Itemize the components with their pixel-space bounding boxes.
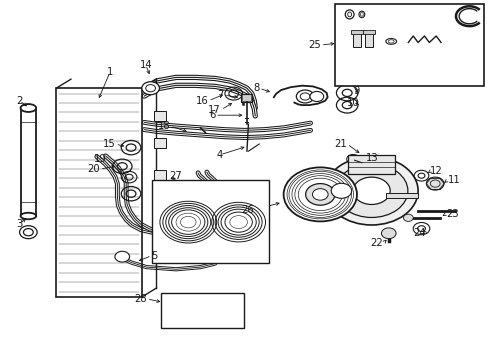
Text: 13: 13 [365,153,378,163]
Circle shape [296,90,313,103]
Bar [154,111,166,121]
Bar [350,30,362,34]
Bar [365,32,372,47]
Text: 8: 8 [252,83,259,93]
Bar [161,293,244,328]
Circle shape [283,167,356,221]
Text: 6: 6 [208,110,215,120]
Text: 26: 26 [241,204,254,215]
Text: 4: 4 [217,150,223,160]
Text: 12: 12 [429,166,442,176]
Circle shape [352,177,389,204]
Text: 10: 10 [346,98,359,108]
Bar [20,108,36,216]
Bar [241,94,251,102]
Text: 2: 2 [16,96,23,106]
Circle shape [403,214,412,221]
Text: 7: 7 [217,90,224,100]
Circle shape [142,82,159,95]
Circle shape [381,228,395,239]
Ellipse shape [20,104,36,112]
Bar [363,30,374,34]
Text: 19: 19 [94,154,106,164]
Text: 11: 11 [447,175,460,185]
Text: 15: 15 [102,139,115,149]
Bar [154,251,166,261]
Bar [347,155,394,174]
Text: 27: 27 [169,171,182,181]
Bar [385,193,417,198]
Text: 23: 23 [445,209,458,219]
Text: 16: 16 [195,96,208,106]
Circle shape [426,177,443,190]
Circle shape [305,184,334,205]
Text: 3: 3 [17,219,22,229]
Text: 25: 25 [307,40,320,50]
Text: 18: 18 [157,121,170,131]
Bar [352,32,360,47]
Bar [154,201,166,211]
Circle shape [309,91,323,102]
Text: 20: 20 [87,164,100,174]
Bar [334,4,483,86]
Text: 24: 24 [412,228,425,238]
Bar [154,226,166,236]
Circle shape [335,164,407,217]
Circle shape [325,157,417,225]
Text: 1: 1 [106,67,113,77]
Circle shape [330,183,351,198]
Bar [56,88,142,297]
Bar [151,180,268,263]
Text: 22: 22 [370,238,383,248]
Text: 28: 28 [134,294,146,304]
Bar [154,138,166,148]
Bar [154,170,166,180]
Text: 14: 14 [139,60,152,70]
Circle shape [312,189,327,200]
Circle shape [115,251,129,262]
Bar [242,94,250,101]
Text: 17: 17 [208,105,221,115]
Text: 9: 9 [353,86,359,96]
Text: 5: 5 [151,251,158,261]
Ellipse shape [20,213,36,219]
Text: 21: 21 [334,139,346,149]
